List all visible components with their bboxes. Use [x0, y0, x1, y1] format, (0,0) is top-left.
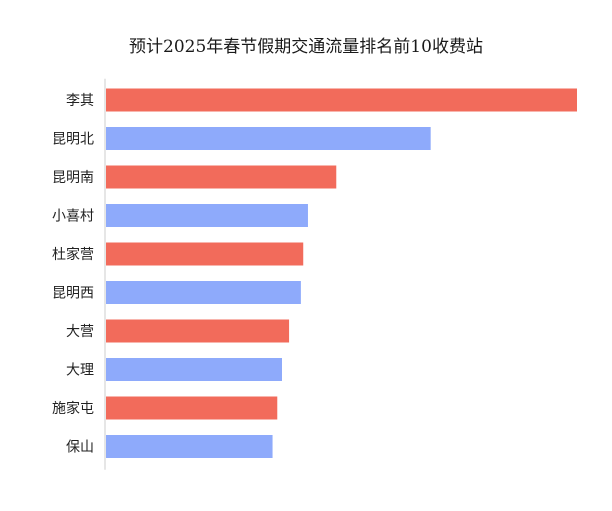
chart-title: 预计2025年春节假期交通流量排名前10收费站	[129, 37, 483, 57]
bar-4	[106, 204, 308, 227]
category-label: 杜家营	[52, 246, 94, 263]
category-label: 大理	[66, 363, 94, 379]
bar-9	[106, 396, 278, 420]
bar-10	[106, 435, 273, 458]
bar-1	[106, 88, 577, 112]
bar-3	[106, 165, 337, 189]
bar-5	[106, 242, 304, 266]
bar-6	[106, 281, 301, 304]
bar-8	[106, 358, 282, 381]
category-label: 昆明南	[52, 170, 94, 186]
category-label: 昆明西	[52, 286, 94, 302]
category-label: 小喜村	[52, 209, 94, 225]
category-label: 李其	[66, 93, 94, 109]
bar-7	[106, 319, 290, 343]
bar-2	[106, 127, 431, 150]
category-label: 大营	[66, 324, 94, 340]
category-label: 施家屯	[52, 400, 94, 417]
category-label: 保山	[66, 440, 94, 456]
category-label: 昆明北	[52, 132, 94, 148]
